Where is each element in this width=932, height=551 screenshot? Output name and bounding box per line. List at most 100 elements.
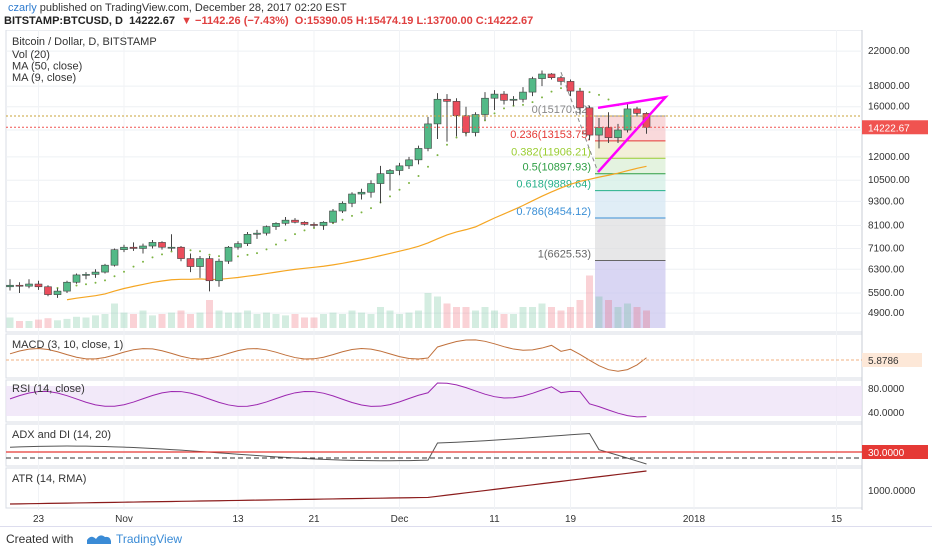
ma-9-point [550,90,553,93]
created-with-label: Created with [6,532,74,546]
volume-bar [234,312,242,328]
fib-level-label: 0.382(11906.21) [511,146,591,158]
ma-50-line [66,165,647,301]
ma-9-point [113,275,116,278]
chart-canvas[interactable]: 22000.0018000.0016000.0014000.0012000.00… [0,30,932,526]
fib-zone [595,158,666,174]
volume-bar [567,307,574,328]
candle-body [357,191,366,195]
candle-body [462,115,470,133]
pane-adx [5,423,863,467]
candle-body [338,202,347,212]
volume-bar [282,315,289,328]
ma-9-point [541,96,543,99]
candle-body [519,91,527,100]
volume-bar [177,310,185,328]
volume-bar [263,312,270,328]
ma-9-point [189,249,192,252]
volume-bar [595,296,603,328]
candle-body [547,73,556,78]
candle-body [44,286,52,295]
ma-9-point [275,243,277,246]
candle-body [395,165,404,171]
volume-bar [158,314,166,328]
atr-tick: 1000.0000 [868,486,916,497]
y-tick-label: 10500.00 [868,175,910,186]
volume-bar [472,310,479,328]
volume-bar [54,320,61,328]
y-tick-label: 8100.00 [868,220,905,231]
author-link[interactable]: czarly [8,2,37,14]
macd-value-box [862,353,922,367]
volume-bar [538,303,546,328]
ma-9-point [161,253,163,256]
volume-bar [320,314,327,328]
rsi-title: RSI (14, close) [12,383,85,395]
price-change: ▼ −1142.26 (−7.43%) [181,15,289,27]
volume-bar [424,293,432,328]
volume-bar [73,316,80,328]
volume-bar [149,315,156,328]
candle-body [433,98,442,125]
y-tick-label: 6300.00 [868,264,905,275]
pane-macd [5,333,863,379]
candle-body [367,183,375,193]
y-tick-label: 7100.00 [868,243,905,254]
ma-9-point [341,218,344,221]
chart-title: Bitcoin / Dollar, D, BITSTAMP [12,36,157,48]
fib-trend-line [560,72,599,173]
y-tick-label: 5500.00 [868,288,905,299]
tradingview-brand[interactable]: TradingView [116,532,183,546]
volume-bar [557,310,565,328]
volume-bar [168,312,175,328]
chart-header: czarly published on TradingView.com, Dec… [0,0,932,30]
volume-bar [196,312,204,328]
fib-zone [595,190,666,219]
volume-bar [139,310,147,328]
ma-9-point [560,87,562,90]
volume-bar [6,317,14,328]
macd-value-label: 5.8786 [868,356,899,367]
volume-bar [396,314,403,328]
y-tick-label: 22000.00 [868,46,910,57]
candle-body [557,77,565,82]
candle-body [566,81,575,92]
volume-bar [120,312,128,328]
x-tick-label: Nov [115,514,133,525]
candle-body [272,223,280,227]
ma-9-point [256,252,258,255]
macd-line [9,339,647,372]
x-tick-label: 21 [308,514,320,525]
volume-bar [576,300,584,328]
y-tick-label: 16000.00 [868,102,910,113]
ma-9-point [284,239,287,242]
candle-body [386,170,394,174]
volume-bar [415,310,422,328]
ma-9-point [123,270,125,273]
adx-title: ADX and DI (14, 20) [12,429,111,441]
candle-body [25,283,33,287]
candle-body [120,246,128,250]
symbol: BITSTAMP:BTCUSD, D [4,15,123,27]
candle-body [452,101,461,116]
candle-body [329,210,337,223]
ma-9-point [132,265,135,268]
volume-bar [82,317,90,328]
ma-9-point [588,91,591,94]
volume-bar [377,307,384,328]
volume-bar [633,307,641,328]
ma-9-point [351,214,353,217]
candle-body [167,246,176,249]
ma-9-point [142,260,144,263]
candle-body [319,221,328,226]
fib-zone [595,173,666,191]
candle-body [623,108,632,131]
volume-bar [519,307,527,328]
ma-9-point [218,255,220,258]
atr-title: ATR (14, RMA) [12,473,86,485]
indicator-legend: MA (50, close) [12,61,82,73]
candle-body [538,73,546,79]
ma-9-point [265,248,268,251]
candle-body [424,123,432,149]
volume-bar [206,300,213,328]
